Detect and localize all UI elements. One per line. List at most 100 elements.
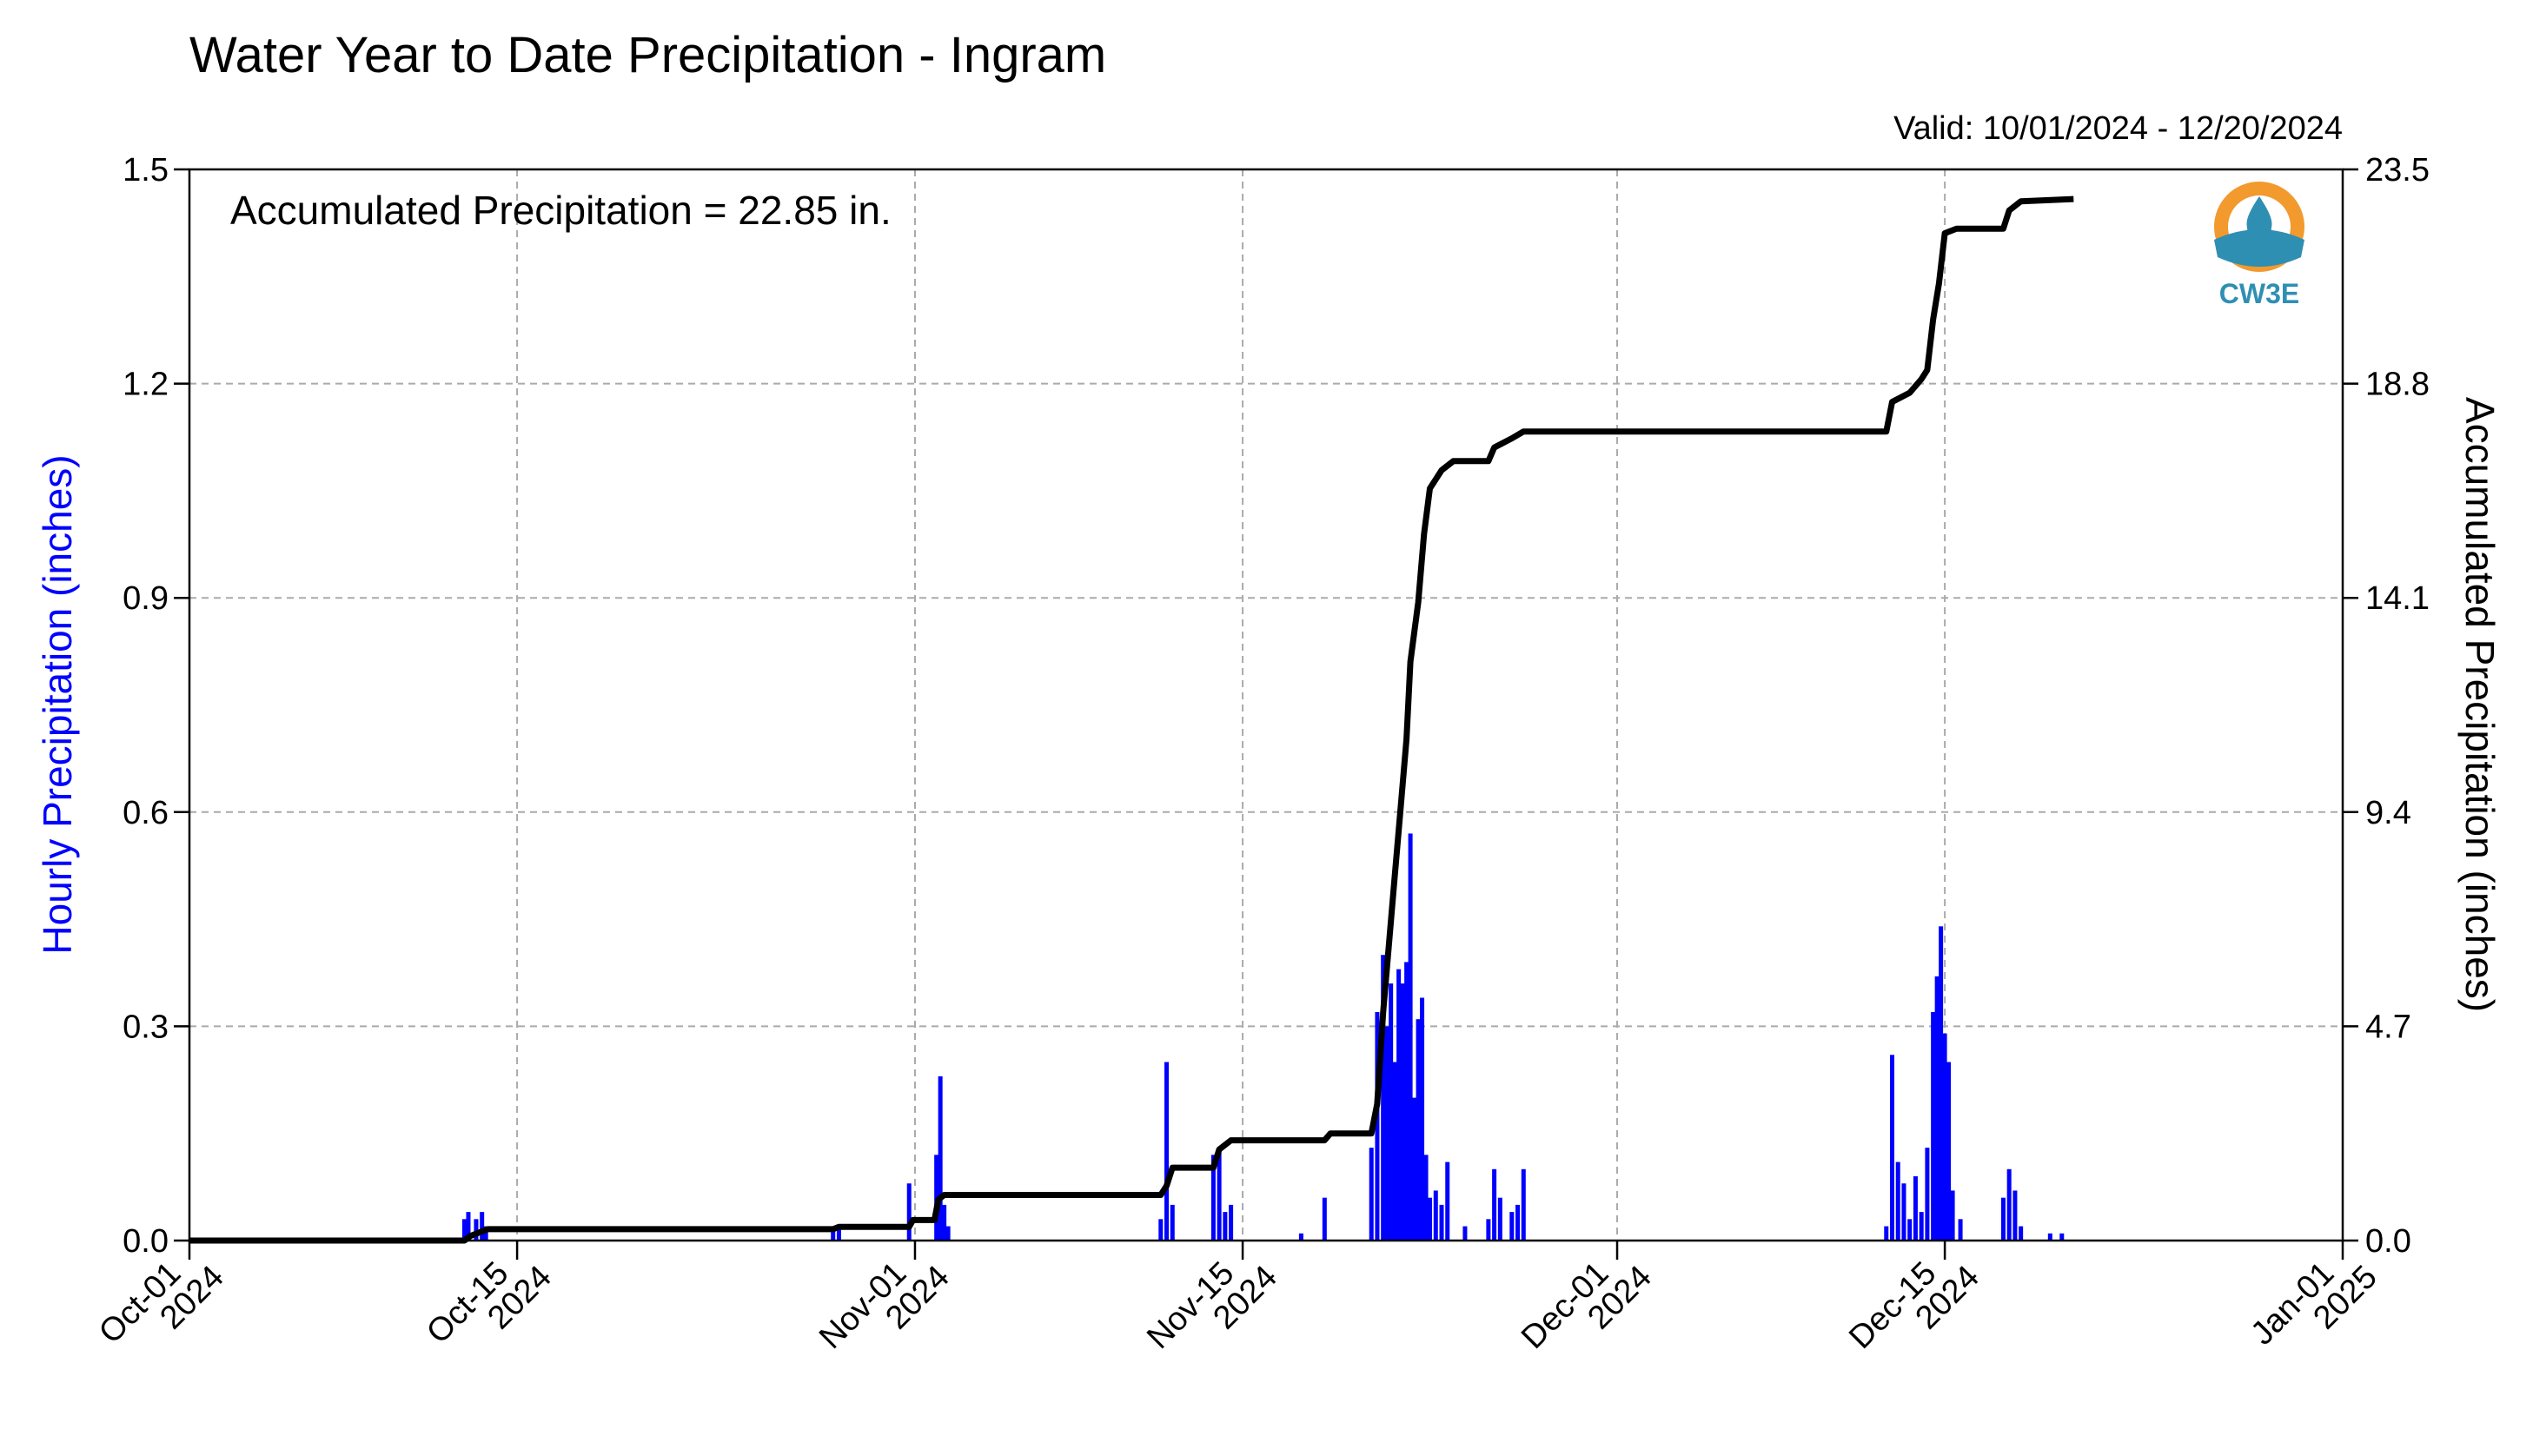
hourly-bar [474,1219,479,1241]
left-axis-label: Hourly Precipitation (inches) [35,454,80,954]
hourly-bar [1400,983,1405,1241]
hourly-bar [1895,1161,1900,1241]
hourly-bar [836,1226,841,1241]
right-tick-label: 23.5 [2365,152,2430,189]
hourly-bar [1223,1212,1228,1241]
hourly-bar [945,1226,951,1241]
hourly-bar [1901,1183,1906,1241]
right-axis: 0.0 4.7 9.4 14.1 18.8 23.5 [2343,152,2430,1260]
hourly-bar [1412,1097,1417,1241]
hourly-bar [1404,962,1409,1241]
hourly-bar [1445,1161,1450,1241]
hourly-bar [1210,1155,1216,1241]
hourly-bar [1428,1197,1433,1241]
plot-frame [188,168,2344,1242]
droplet-icon [2246,196,2272,240]
hourly-bar [1890,1055,1895,1241]
hourly-bar [1462,1226,1468,1241]
hourly-bar [1217,1148,1222,1241]
hourly-bar [1934,976,1940,1241]
hourly-bar [1939,926,1944,1241]
hourly-bar [938,1075,943,1241]
hourly-bar [1925,1148,1930,1241]
right-tick-label: 4.7 [2365,1009,2411,1045]
right-tick-label: 0.0 [2365,1223,2411,1260]
hourly-bar [480,1212,485,1241]
left-tick-label: 1.2 [123,367,169,403]
right-tick-label: 9.4 [2365,795,2411,831]
right-tick-label: 18.8 [2365,367,2430,403]
logo-text: CW3E [2219,278,2299,309]
accumulated-annotation: Accumulated Precipitation = 22.85 in. [230,188,892,233]
left-tick-label: 0.3 [123,1009,169,1045]
hourly-bar [1913,1176,1918,1241]
hourly-bar [2006,1168,2012,1241]
hourly-bar [1515,1204,1521,1241]
left-axis: 0.0 0.3 0.6 0.9 1.2 1.5 [123,152,189,1260]
hourly-bar [466,1212,471,1241]
logo-wave [2214,229,2304,267]
gridlines [189,169,2343,1241]
hourly-bar [1389,983,1394,1241]
hourly-bar [906,1183,912,1241]
hourly-bar [1164,1062,1170,1241]
hourly-bar [1907,1219,1913,1241]
hourly-bar [1416,1019,1421,1241]
hourly-bar [1486,1219,1491,1241]
hourly-bar [1439,1204,1444,1241]
hourly-bar [1322,1197,1327,1241]
hourly-bar [1950,1190,1955,1241]
hourly-bar [483,1226,488,1241]
hourly-bar [1423,1155,1429,1241]
hourly-bar [942,1204,947,1241]
hourly-bar [1931,1011,1936,1241]
hourly-bar [1946,1062,1952,1241]
hourly-bar [1433,1190,1438,1241]
hourly-bar [2000,1197,2006,1241]
hourly-bar [1381,955,1386,1241]
hourly-bar [461,1219,467,1241]
left-tick-label: 0.0 [123,1223,169,1260]
right-tick-label: 14.1 [2365,580,2430,617]
hourly-bar [1509,1212,1515,1241]
chart-title: Water Year to Date Precipitation - Ingra… [189,27,1106,83]
right-axis-label: Accumulated Precipitation (inches) [2457,397,2503,1012]
hourly-bar [1384,1026,1389,1241]
hourly-bar [1392,1062,1397,1241]
hourly-bar [1158,1219,1164,1241]
hourly-bar [1919,1212,1924,1241]
hourly-bar [1369,1148,1374,1241]
valid-range: Valid: 10/01/2024 - 12/20/2024 [1893,110,2343,147]
hourly-bar [1521,1168,1526,1241]
hourly-bar [831,1226,836,1241]
accumulated-line [189,195,2074,1244]
hourly-bar [2019,1226,2024,1241]
hourly-bar [1492,1168,1497,1241]
hourly-bars [461,833,2065,1241]
left-tick-label: 1.5 [123,152,169,189]
hourly-bar [2012,1190,2018,1241]
hourly-bar [1942,1033,1947,1241]
left-tick-label: 0.9 [123,580,169,617]
hourly-bar [1170,1204,1175,1241]
hourly-bar [1229,1204,1234,1241]
hourly-bar [1958,1219,1963,1241]
left-tick-label: 0.6 [123,795,169,831]
hourly-bar [1396,969,1402,1241]
hourly-bar [1408,833,1413,1241]
hourly-bar [2047,1233,2052,1241]
hourly-bar [1420,997,1425,1241]
cw3e-logo: CW3E [2214,182,2304,309]
hourly-bar [2059,1233,2065,1241]
hourly-bar [1298,1233,1303,1241]
hourly-bar [1375,1011,1380,1241]
